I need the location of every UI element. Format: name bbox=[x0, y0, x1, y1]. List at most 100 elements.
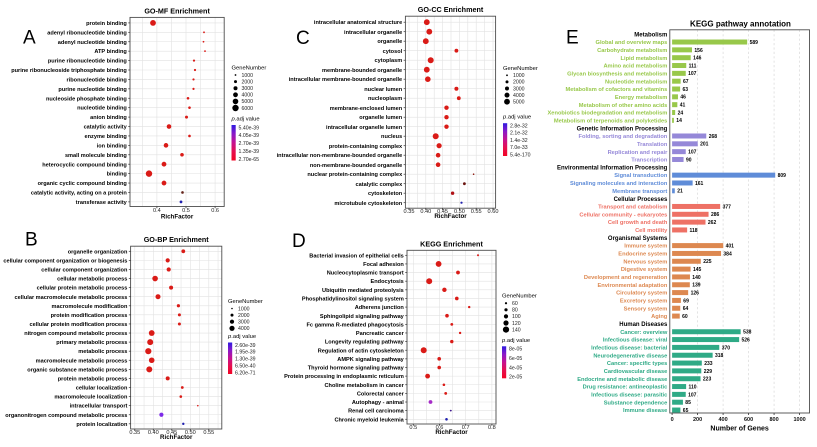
svg-text:Genetic Information Processing: Genetic Information Processing bbox=[577, 126, 668, 132]
svg-text:Transcription: Transcription bbox=[631, 158, 668, 164]
svg-text:heterocyclic compound binding: heterocyclic compound binding bbox=[42, 162, 127, 168]
svg-text:201: 201 bbox=[700, 142, 709, 148]
svg-text:ribonucleotide binding: ribonucleotide binding bbox=[67, 78, 128, 84]
svg-text:110: 110 bbox=[689, 384, 697, 390]
svg-text:Endocrine system: Endocrine system bbox=[618, 252, 667, 258]
svg-text:5.40e-39: 5.40e-39 bbox=[239, 125, 260, 131]
svg-text:Glycan biosynthesis and metabo: Glycan biosynthesis and metabolism bbox=[567, 71, 667, 77]
svg-text:118: 118 bbox=[690, 228, 698, 234]
svg-text:purine nucleotide binding: purine nucleotide binding bbox=[58, 87, 127, 93]
svg-text:0.55: 0.55 bbox=[471, 209, 482, 215]
svg-text:126: 126 bbox=[691, 291, 700, 297]
svg-text:90: 90 bbox=[686, 157, 692, 163]
svg-text:intracellular non-membrane-bou: intracellular non-membrane-bounded organ… bbox=[277, 153, 403, 159]
svg-text:Xenobiotics biodegradation and: Xenobiotics biodegradation and metabolis… bbox=[548, 111, 668, 117]
svg-text:111: 111 bbox=[689, 63, 697, 69]
svg-text:Autophagy - animal: Autophagy - animal bbox=[352, 400, 404, 406]
svg-text:161: 161 bbox=[695, 181, 704, 187]
svg-text:600: 600 bbox=[744, 417, 753, 423]
svg-text:0.8: 0.8 bbox=[488, 425, 496, 431]
svg-text:Environmental Information Proc: Environmental Information Processing bbox=[557, 166, 668, 172]
svg-text:Fc gamma R-mediated phagocytos: Fc gamma R-mediated phagocytosis bbox=[307, 322, 404, 328]
svg-text:2.1e-32: 2.1e-32 bbox=[510, 131, 528, 137]
svg-text:intracellular transport: intracellular transport bbox=[70, 404, 128, 410]
svg-text:cytoplasm: cytoplasm bbox=[375, 58, 403, 64]
svg-text:2000: 2000 bbox=[513, 80, 525, 86]
svg-text:Metabolism of cofactors and vi: Metabolism of cofactors and vitamins bbox=[566, 87, 668, 93]
svg-text:cellular protein metabolic pro: cellular protein metabolic process bbox=[37, 286, 128, 292]
svg-text:Replication and repair: Replication and repair bbox=[608, 150, 669, 156]
svg-text:macromolecule localization: macromolecule localization bbox=[54, 395, 128, 401]
svg-text:non-membrane-bounded organelle: non-membrane-bounded organelle bbox=[310, 163, 402, 169]
svg-text:Sensory system: Sensory system bbox=[624, 306, 668, 312]
svg-text:E: E bbox=[566, 27, 579, 48]
svg-text:GO-MF Enrichment: GO-MF Enrichment bbox=[144, 6, 210, 15]
svg-text:organic substance metabolic pr: organic substance metabolic process bbox=[27, 367, 127, 373]
svg-text:2000: 2000 bbox=[242, 79, 254, 85]
svg-text:1.30e-39: 1.30e-39 bbox=[235, 357, 256, 363]
svg-text:0: 0 bbox=[671, 417, 674, 423]
svg-text:107: 107 bbox=[688, 150, 697, 156]
svg-text:85: 85 bbox=[685, 400, 691, 406]
svg-text:4.05e-39: 4.05e-39 bbox=[239, 133, 260, 139]
svg-text:Energy metabolism: Energy metabolism bbox=[615, 95, 667, 101]
svg-text:protein metabolic process: protein metabolic process bbox=[58, 377, 128, 383]
svg-text:Metabolism: Metabolism bbox=[634, 32, 667, 38]
svg-text:Infectious disease: bacterial: Infectious disease: bacterial bbox=[591, 346, 668, 352]
svg-text:Phosphatidylinositol signaling: Phosphatidylinositol signaling system bbox=[302, 297, 404, 303]
svg-text:Infectious disease: viral: Infectious disease: viral bbox=[603, 338, 668, 344]
svg-text:370: 370 bbox=[722, 345, 731, 351]
svg-text:A: A bbox=[23, 28, 36, 49]
svg-text:5000: 5000 bbox=[513, 100, 525, 106]
svg-text:p.adj value: p.adj value bbox=[231, 117, 260, 123]
svg-text:1000: 1000 bbox=[513, 73, 525, 79]
svg-text:Digestive system: Digestive system bbox=[621, 267, 667, 273]
svg-text:2.60e-39: 2.60e-39 bbox=[235, 343, 256, 349]
svg-text:Immune system: Immune system bbox=[624, 244, 667, 250]
svg-text:GeneNumber: GeneNumber bbox=[503, 66, 538, 72]
svg-text:nitrogen compound metabolic pr: nitrogen compound metabolic process bbox=[24, 331, 127, 337]
svg-text:Nucleotide metabolism: Nucleotide metabolism bbox=[605, 79, 667, 85]
svg-text:intracellular organelle: intracellular organelle bbox=[344, 30, 402, 36]
svg-text:organic cyclic compound bindin: organic cyclic compound binding bbox=[38, 181, 128, 187]
svg-text:80: 80 bbox=[512, 308, 518, 314]
svg-text:p.adj value: p.adj value bbox=[227, 334, 256, 340]
svg-text:Ubiquitin mediated proteolysis: Ubiquitin mediated proteolysis bbox=[322, 288, 404, 294]
svg-text:GO-BP Enrichment: GO-BP Enrichment bbox=[144, 235, 210, 244]
svg-text:cellular protein modification: cellular protein modification process bbox=[29, 322, 127, 328]
svg-text:Cardiovascular disease: Cardiovascular disease bbox=[604, 369, 668, 375]
svg-text:RichFactor: RichFactor bbox=[161, 214, 194, 221]
svg-text:2.8e-32: 2.8e-32 bbox=[510, 124, 528, 130]
svg-text:3000: 3000 bbox=[238, 320, 250, 326]
svg-text:Bacterial invasion of epitheli: Bacterial invasion of epithelial cells bbox=[309, 253, 404, 259]
svg-text:protein localization: protein localization bbox=[76, 422, 128, 428]
svg-text:64: 64 bbox=[683, 306, 689, 312]
svg-text:GeneNumber: GeneNumber bbox=[502, 294, 537, 300]
svg-text:65: 65 bbox=[683, 408, 689, 414]
svg-text:cellular macromolecule metabol: cellular macromolecule metabolic process bbox=[15, 295, 128, 301]
svg-text:ATP binding: ATP binding bbox=[94, 49, 127, 55]
svg-text:RichFactor: RichFactor bbox=[434, 213, 467, 220]
svg-text:1000: 1000 bbox=[238, 306, 250, 312]
svg-text:Metabolism of terpenoids and p: Metabolism of terpenoids and polyketides bbox=[554, 118, 667, 124]
svg-text:1.95e-39: 1.95e-39 bbox=[235, 350, 256, 356]
svg-text:145: 145 bbox=[693, 267, 702, 273]
svg-text:8e-05: 8e-05 bbox=[509, 347, 522, 353]
svg-text:2e-05: 2e-05 bbox=[509, 375, 522, 381]
svg-text:Cancer: specific types: Cancer: specific types bbox=[607, 361, 667, 367]
svg-text:protein modification process: protein modification process bbox=[51, 313, 128, 319]
svg-text:Carbohydrate metabolism: Carbohydrate metabolism bbox=[597, 48, 667, 54]
svg-text:GeneNumber: GeneNumber bbox=[232, 66, 267, 72]
svg-text:cellular metabolic process: cellular metabolic process bbox=[57, 277, 127, 283]
svg-text:macromolecule metabolic proces: macromolecule metabolic process bbox=[36, 358, 128, 364]
svg-text:139: 139 bbox=[692, 283, 701, 289]
svg-text:229: 229 bbox=[704, 369, 713, 375]
svg-text:cellular localization: cellular localization bbox=[76, 386, 128, 392]
svg-text:catalytic complex: catalytic complex bbox=[356, 182, 404, 188]
svg-text:membrane-enclosed lumen: membrane-enclosed lumen bbox=[330, 106, 403, 112]
svg-text:7.0e-33: 7.0e-33 bbox=[510, 145, 528, 151]
svg-text:809: 809 bbox=[778, 173, 787, 179]
svg-text:Thyroid hormone signaling path: Thyroid hormone signaling pathway bbox=[308, 366, 405, 372]
svg-text:catalytic activity: catalytic activity bbox=[84, 125, 128, 131]
svg-text:0.40: 0.40 bbox=[148, 430, 159, 436]
